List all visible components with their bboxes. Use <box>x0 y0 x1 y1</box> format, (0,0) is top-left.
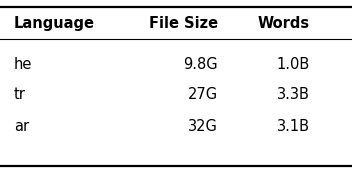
Text: 27G: 27G <box>188 87 218 102</box>
Text: 1.0B: 1.0B <box>277 57 310 72</box>
Text: he: he <box>14 57 32 72</box>
Text: 32G: 32G <box>188 119 218 134</box>
Text: tr: tr <box>14 87 26 102</box>
Text: Words: Words <box>258 16 310 31</box>
Text: ar: ar <box>14 119 29 134</box>
Text: 3.1B: 3.1B <box>277 119 310 134</box>
Text: File Size: File Size <box>149 16 218 31</box>
Text: 9.8G: 9.8G <box>184 57 218 72</box>
Text: 3.3B: 3.3B <box>277 87 310 102</box>
Text: Language: Language <box>14 16 95 31</box>
